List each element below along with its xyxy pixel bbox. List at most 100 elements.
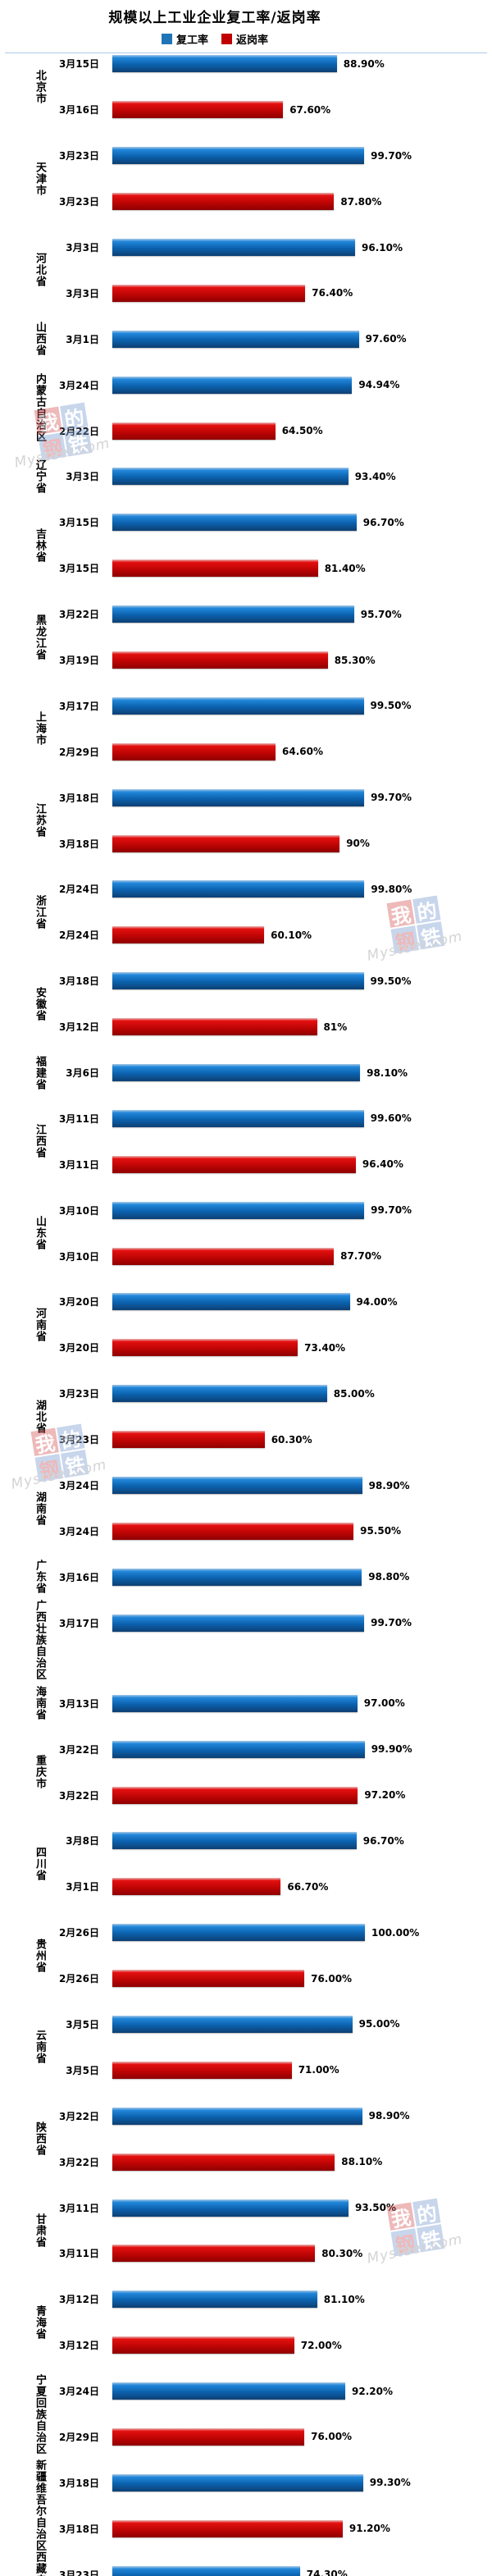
return-rate-bar xyxy=(112,742,276,760)
date-label: 3月16日 xyxy=(58,104,99,116)
value-label: 73.40% xyxy=(304,1341,346,1354)
bar-row: 3月23日 99.70% xyxy=(46,133,492,179)
province-group: 天津市 3月23日 99.70% 3月23日 87.80% xyxy=(0,133,492,225)
bar-row: 2月24日 60.10% xyxy=(46,912,492,958)
date-label: 3月1日 xyxy=(66,1881,99,1893)
resumption-rate-bar xyxy=(112,468,348,486)
province-group: 上海市 3月17日 99.50% 2月29日 64.60% xyxy=(0,683,492,774)
return-rate-bar xyxy=(112,1155,356,1173)
resumption-rate-bar xyxy=(112,2291,317,2309)
date-label: 3月23日 xyxy=(58,150,99,162)
resumption-rate-bar xyxy=(112,1109,364,1127)
province-group: 海南省 3月13日 97.00% xyxy=(0,1680,492,1726)
return-rate-bar xyxy=(112,1786,358,1804)
legend-label: 返岗率 xyxy=(236,34,269,47)
value-label: 85.30% xyxy=(334,654,376,666)
value-label: 64.60% xyxy=(282,746,323,758)
province-axis-cell: 海南省 xyxy=(0,1680,46,1726)
province-rows: 3月16日 98.80% xyxy=(46,1554,492,1600)
value-label: 88.90% xyxy=(343,57,385,70)
province-group: 湖北省 3月23日 85.00% 3月23日 60.30% xyxy=(0,1371,492,1463)
province-group: 浙江省 2月24日 99.80% 2月24日 60.10% xyxy=(0,866,492,958)
province-axis-cell: 吉林省 xyxy=(0,500,46,591)
province-axis-cell: 山西省 xyxy=(0,316,46,362)
date-label: 3月10日 xyxy=(58,1204,99,1217)
date-label: 3月24日 xyxy=(58,379,99,391)
date-label: 3月15日 xyxy=(58,517,99,529)
province-label: 河北省 xyxy=(34,253,46,288)
resumption-rate-bar xyxy=(112,972,364,990)
bar-row: 3月23日 74.30% xyxy=(46,2551,492,2576)
bar-row: 3月22日 98.90% xyxy=(46,2093,492,2139)
value-label: 66.70% xyxy=(287,1880,329,1893)
province-axis-cell: 福建省 xyxy=(0,1050,46,1096)
province-axis-cell: 江西省 xyxy=(0,1095,46,1187)
value-label: 85.00% xyxy=(333,1387,375,1400)
province-group: 江苏省 3月18日 99.70% 3月18日 90% xyxy=(0,774,492,866)
date-label: 3月24日 xyxy=(58,2386,99,2398)
value-label: 98.10% xyxy=(367,1066,408,1079)
return-rate-bar xyxy=(112,1970,305,1988)
resumption-rate-bar xyxy=(112,2015,353,2033)
resumption-rate-bar xyxy=(112,788,365,806)
province-group: 山东省 3月10日 99.70% 3月10日 87.70% xyxy=(0,1187,492,1279)
province-rows: 3月24日 94.94% 2月22日 64.50% xyxy=(46,362,492,454)
resumption-rate-bar xyxy=(112,147,365,165)
value-label: 97.60% xyxy=(365,333,407,345)
province-label: 甘肃省 xyxy=(34,2213,46,2248)
date-label: 3月5日 xyxy=(66,2064,99,2076)
province-axis-cell: 内蒙古自治区 xyxy=(0,362,46,454)
date-label: 3月18日 xyxy=(58,792,99,804)
value-label: 96.40% xyxy=(362,1158,403,1171)
resumption-rate-bar xyxy=(112,1568,362,1586)
province-rows: 3月22日 99.90% 3月22日 97.20% xyxy=(46,1726,492,1818)
province-axis-cell: 天津市 xyxy=(0,133,46,225)
province-rows: 3月3日 93.40% xyxy=(46,454,492,500)
province-rows: 3月18日 99.50% 3月12日 81% xyxy=(46,958,492,1050)
province-axis-cell: 甘肃省 xyxy=(0,2185,46,2277)
province-group: 河北省 3月3日 96.10% 3月3日 76.40% xyxy=(0,225,492,317)
province-rows: 3月5日 95.00% 3月5日 71.00% xyxy=(46,2002,492,2094)
return-rate-bar xyxy=(112,1247,335,1265)
province-axis-cell: 广东省 xyxy=(0,1554,46,1600)
bar-row: 3月18日 91.20% xyxy=(46,2505,492,2551)
return-rate-bar xyxy=(112,651,328,669)
value-label: 99.70% xyxy=(371,149,412,162)
date-label: 3月12日 xyxy=(58,1021,99,1034)
return-rate-bar xyxy=(112,1522,354,1540)
province-rows: 3月3日 96.10% 3月3日 76.40% xyxy=(46,225,492,317)
return-rate-bar xyxy=(112,2245,316,2263)
date-label: 3月13日 xyxy=(58,1697,99,1710)
bar-row: 3月10日 99.70% xyxy=(46,1187,492,1233)
province-label: 青海省 xyxy=(34,2304,46,2340)
bar-row: 3月16日 67.60% xyxy=(46,87,492,133)
date-label: 3月23日 xyxy=(58,1434,99,1446)
date-label: 3月3日 xyxy=(66,471,99,483)
resumption-rate-bar xyxy=(112,880,365,898)
value-label: 97.20% xyxy=(364,1789,406,1801)
province-rows: 2月24日 99.80% 2月24日 60.10% xyxy=(46,866,492,958)
province-rows: 3月23日 85.00% 3月23日 60.30% xyxy=(46,1371,492,1463)
value-label: 99.70% xyxy=(371,1204,412,1217)
resumption-rate-bar xyxy=(112,1924,365,1942)
date-label: 3月17日 xyxy=(58,1617,99,1629)
province-group: 贵州省 2月26日 100.00% 2月26日 76.00% xyxy=(0,1910,492,2002)
province-label: 上海市 xyxy=(34,711,46,747)
province-group: 重庆市 3月22日 99.90% 3月22日 97.20% xyxy=(0,1726,492,1818)
bar-chart-plot-area: 北京市 3月15日 88.90% 3月16日 67.60% 天津市 3月23日 99.70% 3… xyxy=(0,41,492,2576)
province-rows: 3月1日 97.60% xyxy=(46,316,492,362)
return-rate-bar xyxy=(112,2519,343,2537)
bar-row: 3月11日 93.50% xyxy=(46,2185,492,2231)
province-label: 安徽省 xyxy=(34,986,46,1021)
bar-row: 3月22日 88.10% xyxy=(46,2139,492,2185)
province-rows: 3月13日 97.00% xyxy=(46,1680,492,1726)
return-rate-bar xyxy=(112,834,340,852)
province-group: 山西省 3月1日 97.60% xyxy=(0,316,492,362)
value-label: 99.60% xyxy=(370,1112,412,1125)
bar-row: 3月15日 96.70% xyxy=(46,500,492,546)
value-label: 95.70% xyxy=(360,608,402,620)
value-label: 81.40% xyxy=(324,562,366,574)
resumption-rate-bar xyxy=(112,376,353,394)
date-label: 3月24日 xyxy=(58,1525,99,1537)
